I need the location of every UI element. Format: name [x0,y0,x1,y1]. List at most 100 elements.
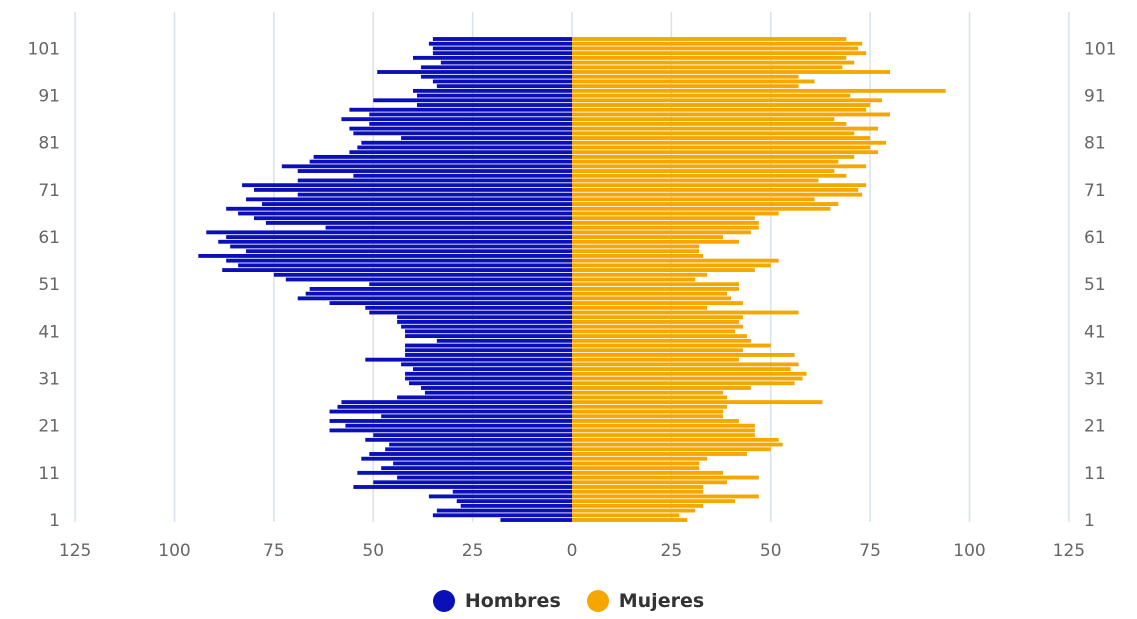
bar-hombres[interactable] [261,202,572,206]
bar-mujeres[interactable] [572,456,708,461]
bar-hombres[interactable] [432,37,572,41]
bar-mujeres[interactable] [572,419,739,423]
bar-mujeres[interactable] [572,282,739,287]
bar-mujeres[interactable] [572,126,879,131]
bar-mujeres[interactable] [572,93,851,98]
bar-mujeres[interactable] [572,268,755,273]
bar-hombres[interactable] [397,315,572,320]
bar-mujeres[interactable] [572,235,724,239]
bar-mujeres[interactable] [572,173,847,178]
bar-mujeres[interactable] [572,197,815,202]
bar-hombres[interactable] [361,140,572,145]
bar-mujeres[interactable] [572,154,855,159]
bar-hombres[interactable] [357,145,572,150]
bar-hombres[interactable] [381,414,572,419]
bar-mujeres[interactable] [572,433,755,438]
bar-mujeres[interactable] [572,140,887,145]
bar-hombres[interactable] [436,84,572,89]
bar-hombres[interactable] [337,404,572,409]
bar-mujeres[interactable] [572,301,743,306]
bar-mujeres[interactable] [572,216,755,221]
bar-mujeres[interactable] [572,296,731,301]
bar-hombres[interactable] [405,343,572,348]
bar-hombres[interactable] [357,470,572,475]
bar-mujeres[interactable] [572,169,835,173]
bar-mujeres[interactable] [572,503,704,508]
bar-hombres[interactable] [305,291,572,296]
bar-mujeres[interactable] [572,117,835,122]
bar-mujeres[interactable] [572,55,847,60]
bar-mujeres[interactable] [572,136,871,140]
bar-mujeres[interactable] [572,253,704,258]
bar-hombres[interactable] [405,376,572,381]
bar-mujeres[interactable] [572,409,724,414]
bar-mujeres[interactable] [572,41,863,46]
bar-mujeres[interactable] [572,263,771,268]
bar-mujeres[interactable] [572,84,799,89]
bar-mujeres[interactable] [572,206,831,211]
bar-mujeres[interactable] [572,305,708,310]
bar-hombres[interactable] [432,513,572,518]
bar-hombres[interactable] [309,286,572,291]
bar-hombres[interactable] [218,239,572,244]
bar-hombres[interactable] [369,112,572,117]
bar-hombres[interactable] [206,230,573,235]
bar-hombres[interactable] [432,51,572,56]
bar-hombres[interactable] [373,433,572,438]
bar-hombres[interactable] [369,282,572,287]
bar-hombres[interactable] [377,70,572,74]
bar-mujeres[interactable] [572,70,890,74]
bar-hombres[interactable] [405,329,572,334]
bar-mujeres[interactable] [572,277,696,282]
bar-mujeres[interactable] [572,348,743,353]
bar-mujeres[interactable] [572,244,700,249]
bar-hombres[interactable] [385,447,572,452]
bar-mujeres[interactable] [572,437,779,442]
bar-hombres[interactable] [416,103,572,107]
bar-mujeres[interactable] [572,159,839,164]
bar-mujeres[interactable] [572,461,700,466]
bar-hombres[interactable] [401,362,572,367]
bar-hombres[interactable] [405,371,572,376]
bar-mujeres[interactable] [572,329,735,334]
bar-hombres[interactable] [349,107,572,112]
bar-mujeres[interactable] [572,225,759,230]
bar-hombres[interactable] [500,518,572,522]
bar-hombres[interactable] [246,249,573,254]
bar-hombres[interactable] [420,65,572,70]
bar-hombres[interactable] [329,409,572,414]
bar-mujeres[interactable] [572,220,759,225]
bar-hombres[interactable] [432,79,572,84]
bar-hombres[interactable] [254,216,572,221]
bar-hombres[interactable] [413,88,572,93]
bar-hombres[interactable] [341,400,572,405]
bar-hombres[interactable] [373,98,572,103]
bar-mujeres[interactable] [572,145,871,150]
bar-mujeres[interactable] [572,291,728,296]
bar-hombres[interactable] [436,338,572,343]
bar-mujeres[interactable] [572,187,859,192]
bar-mujeres[interactable] [572,334,747,339]
bar-hombres[interactable] [373,480,572,485]
bar-mujeres[interactable] [572,286,739,291]
bar-hombres[interactable] [309,159,572,164]
bar-mujeres[interactable] [572,51,867,56]
bar-mujeres[interactable] [572,249,700,254]
bar-hombres[interactable] [238,263,572,268]
bar-mujeres[interactable] [572,362,799,367]
bar-hombres[interactable] [369,121,572,126]
bar-hombres[interactable] [420,74,572,79]
bar-hombres[interactable] [456,499,572,504]
bar-mujeres[interactable] [572,239,739,244]
bar-mujeres[interactable] [572,183,867,188]
bar-hombres[interactable] [365,437,572,442]
bar-mujeres[interactable] [572,60,855,65]
bar-mujeres[interactable] [572,343,771,348]
bar-mujeres[interactable] [572,230,751,235]
bar-mujeres[interactable] [572,98,883,103]
bar-mujeres[interactable] [572,485,704,489]
bar-hombres[interactable] [397,395,572,400]
bar-mujeres[interactable] [572,320,739,324]
bar-hombres[interactable] [452,489,572,494]
bar-mujeres[interactable] [572,112,890,117]
